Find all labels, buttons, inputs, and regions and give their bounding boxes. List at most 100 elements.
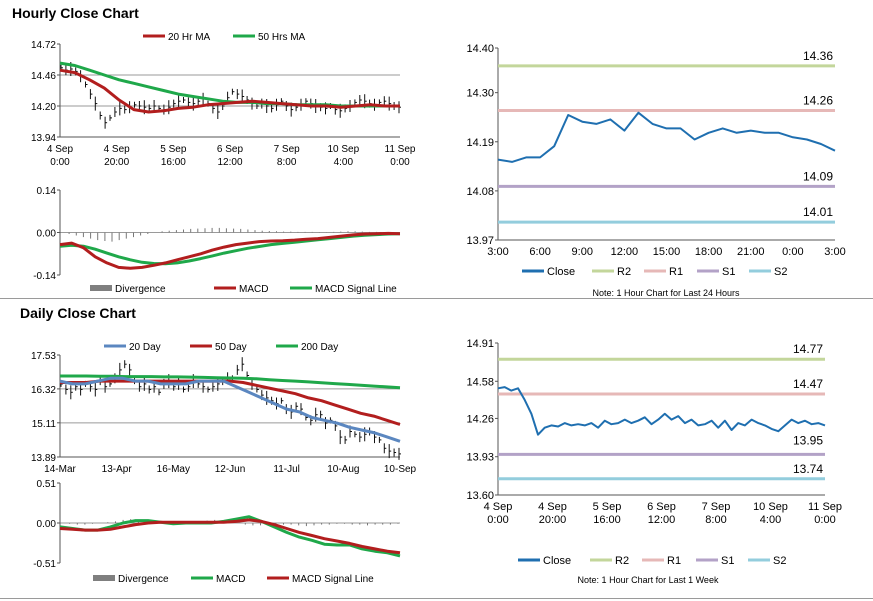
chart-24h-x-tick-label: 15:00 [653,246,681,258]
chart-24h-level-label: 14.09 [803,169,833,183]
chart-week-close-line [497,386,826,436]
daily-price-x-tick-label: 11-Jul [273,464,300,475]
daily-price-x-tick-label: 14-Mar [44,464,76,475]
hourly-price-x-tick-label: 0:00 [390,157,410,168]
chart-24h-legend-label: Close [547,266,575,278]
daily-200day-ma-line [60,374,401,390]
daily-price-y-tick-label: 17.53 [31,351,56,362]
chart-24h-legend-label: S2 [774,266,787,278]
hourly-price-x-tick-label: 6 Sep [217,144,244,155]
chart-24h-level-label: 14.26 [803,94,833,108]
chart-week-level-label: 13.95 [793,433,823,447]
chart-week-y-tick-label: 13.93 [466,452,494,464]
daily-macd-signal-line [59,518,401,555]
daily-macd-y-tick-label: -0.51 [33,559,56,570]
daily-price-x-tick-label: 10-Aug [327,464,359,475]
chart-24h-note: Note: 1 Hour Chart for Last 24 Hours [592,288,740,298]
hourly-price-x-tick-label: 7 Sep [274,144,301,155]
chart-24h-level-label: 14.36 [803,49,833,63]
chart-24h-legend-label: R1 [669,266,683,278]
chart-week-x-tick-label: 4:00 [760,514,781,526]
chart-week-y-tick-label: 14.26 [466,413,494,425]
chart-week-legend-label: S2 [773,555,786,567]
daily-price-x-tick-label: 13-Apr [102,464,133,475]
chart-24h-x-tick-label: 6:00 [529,246,550,258]
chart-week-x-tick-label: 6 Sep [647,501,676,513]
hourly-price-x-tick-label: 4 Sep [104,144,131,155]
hourly-50hr-ma-line [59,61,400,108]
chart-24h-x-tick-label: 0:00 [782,246,803,258]
daily-price-legend-label: 20 Day [129,342,161,353]
hourly-macd-y-tick-label: 0.00 [37,229,57,240]
chart-24h-y-tick-label: 14.30 [466,88,494,100]
hourly-price-y-tick-label: 13.94 [31,133,56,144]
daily-price-y-tick-label: 13.89 [31,453,56,464]
chart-week-legend-label: R2 [615,555,629,567]
chart-week-x-tick-label: 8:00 [705,514,726,526]
daily-price-y-tick-label: 15.11 [32,419,57,430]
chart-week-note: Note: 1 Hour Chart for Last 1 Week [578,575,719,585]
hourly-macd-y-tick-label: -0.14 [33,271,56,282]
hourly-price-x-tick-label: 10 Sep [327,144,359,155]
hourly-macd-legend-label: Divergence [115,284,166,295]
daily-price-legend-label: 50 Day [215,342,247,353]
chart-week-x-tick-label: 0:00 [487,514,508,526]
chart-24h-y-tick-label: 13.97 [466,235,494,247]
chart-week-level-label: 13.74 [793,462,823,476]
hourly-price-y-tick-label: 14.72 [31,40,56,51]
hourly-price-legend-label: 20 Hr MA [168,32,211,43]
chart-week-legend-label: S1 [721,555,734,567]
chart-week-y-tick-label: 14.91 [466,338,494,350]
daily-macd-y-tick-label: 0.51 [37,479,57,490]
chart-week-x-tick-label: 20:00 [539,514,567,526]
hourly-price-x-tick-label: 12:00 [217,157,242,168]
chart-24h-close-line [497,111,836,163]
section-divider [0,298,873,299]
chart-week-x-tick-label: 11 Sep [808,501,842,513]
chart-week-legend-label: Close [543,555,571,567]
hourly-macd-legend-swatch [90,285,112,291]
daily-section-title: Daily Close Chart [20,305,136,321]
chart-week-x-tick-label: 7 Sep [702,501,731,513]
hourly-20hr-ma-line [59,68,400,114]
daily-price-x-tick-label: 16-May [157,464,190,475]
chart-week-legend-label: R1 [667,555,681,567]
chart-week-y-tick-label: 13.60 [466,490,494,502]
chart-24h-legend-label: R2 [617,266,631,278]
hourly-price-x-tick-label: 20:00 [104,157,129,168]
chart-24h-x-tick-label: 3:00 [824,246,845,258]
chart-week-level-label: 14.77 [793,342,823,356]
daily-macd-line [59,515,401,558]
hourly-price-x-tick-label: 8:00 [277,157,297,168]
chart-week-x-tick-label: 10 Sep [753,501,788,513]
hourly-price-legend-label: 50 Hrs MA [258,32,306,43]
daily-price-x-tick-label: 10-Sep [384,464,417,475]
chart-24h-x-tick-label: 18:00 [695,246,723,258]
hourly-price-x-tick-label: 4:00 [334,157,354,168]
chart-24h-x-tick-label: 9:00 [572,246,593,258]
hourly-section-title: Hourly Close Chart [12,5,139,21]
hourly-price-x-tick-label: 11 Sep [385,144,416,155]
hourly-macd-legend-label: MACD [239,284,268,295]
hourly-macd-signal-line [59,232,401,266]
hourly-price-y-tick-label: 14.20 [31,102,56,113]
hourly-macd-legend-label: MACD Signal Line [315,284,397,295]
daily-20day-ma-line [59,376,401,443]
chart-24h-x-tick-label: 12:00 [611,246,639,258]
bottom-divider [0,598,873,599]
hourly-price-x-tick-label: 16:00 [161,157,186,168]
chart-24h-y-tick-label: 14.19 [466,137,494,149]
chart-week-x-tick-label: 5 Sep [593,501,622,513]
daily-macd-legend-swatch [93,575,115,581]
chart-24h-legend-label: S1 [722,266,735,278]
hourly-price-x-tick-label: 0:00 [50,157,70,168]
chart-week-level-label: 14.47 [793,377,823,391]
chart-week-x-tick-label: 4 Sep [484,501,513,513]
hourly-price-x-tick-label: 4 Sep [47,144,74,155]
chart-24h-level-label: 14.01 [803,205,833,219]
hourly-price-x-tick-label: 5 Sep [160,144,187,155]
hourly-price-y-tick-label: 14.46 [31,71,56,82]
chart-24h-y-tick-label: 14.40 [466,43,494,55]
daily-macd-y-tick-label: 0.00 [37,519,57,530]
